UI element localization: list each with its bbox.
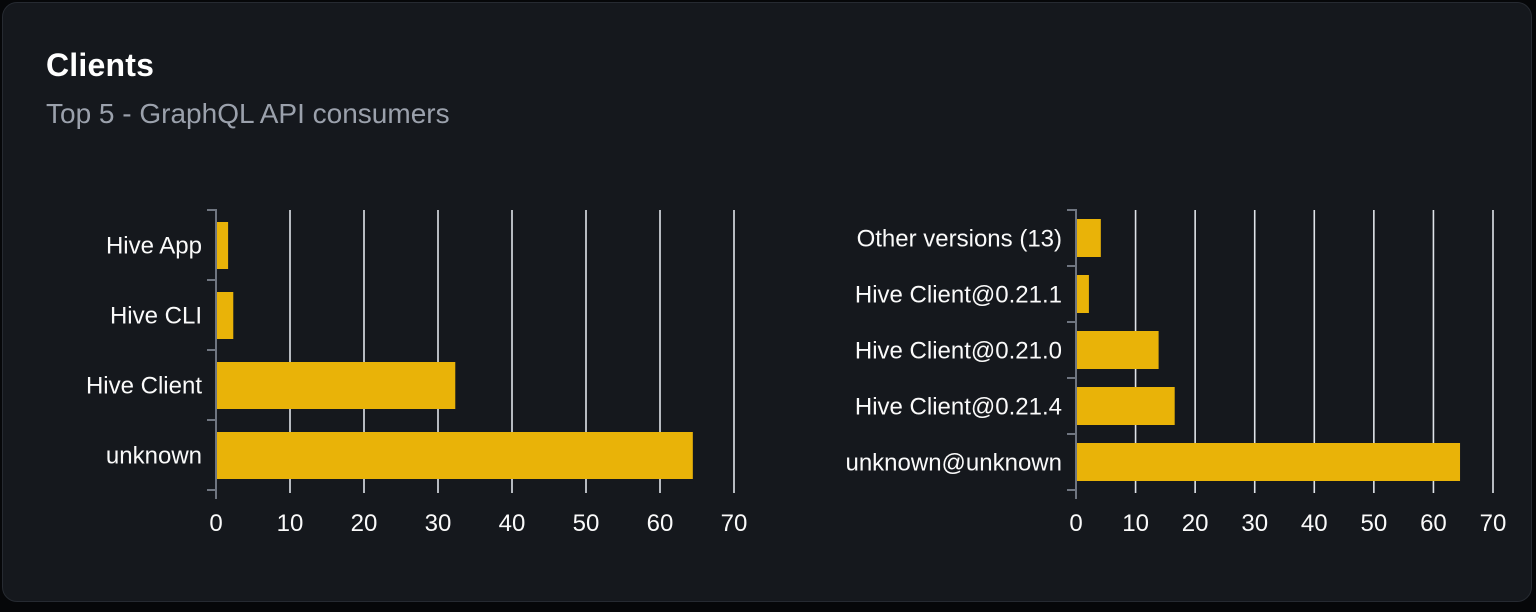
x-tick-label: 0 xyxy=(209,510,222,537)
category-label: Hive CLI xyxy=(110,303,202,330)
x-tick-label: 30 xyxy=(425,510,452,537)
x-tick-label: 50 xyxy=(1361,510,1388,537)
x-tick-label: 60 xyxy=(647,510,674,537)
bar-unknown-unknown xyxy=(1077,443,1461,481)
clients-bar-chart: Hive App Hive CLI Hive Client unknown 0 10 20 3… xyxy=(86,209,748,537)
category-label: unknown@unknown xyxy=(845,450,1062,477)
bar-hive-client-0-21-4 xyxy=(1077,387,1175,425)
x-tick-label: 20 xyxy=(1182,510,1209,537)
panel-subtitle: Top 5 - GraphQL API consumers xyxy=(46,98,450,129)
category-label: Hive Client@0.21.0 xyxy=(855,338,1062,365)
bar-hive-client xyxy=(217,362,456,409)
bar-unknown xyxy=(217,432,693,479)
bar-hive-client-0-21-0 xyxy=(1077,331,1159,369)
client-versions-bar-chart: Other versions (13) Hive Client@0.21.1 Hiv… xyxy=(845,209,1507,537)
x-tick-label: 40 xyxy=(1301,510,1328,537)
category-label: Hive Client@0.21.1 xyxy=(855,282,1062,309)
category-label: unknown xyxy=(106,443,202,470)
x-tick-label: 60 xyxy=(1420,510,1447,537)
panel-title: Clients xyxy=(46,47,155,83)
x-tick-label: 70 xyxy=(1480,510,1507,537)
x-tick-label: 40 xyxy=(499,510,526,537)
x-tick-label: 70 xyxy=(721,510,748,537)
category-label: Hive Client@0.21.4 xyxy=(855,394,1062,421)
clients-panel: Clients Top 5 - GraphQL API consumers Hi… xyxy=(2,2,1532,602)
x-tick-label: 10 xyxy=(277,510,304,537)
x-tick-label: 50 xyxy=(573,510,600,537)
x-tick-label: 10 xyxy=(1122,510,1149,537)
bar-other-versions-13- xyxy=(1077,219,1101,257)
x-tick-label: 0 xyxy=(1069,510,1082,537)
category-label: Hive App xyxy=(106,233,202,260)
x-tick-label: 20 xyxy=(351,510,378,537)
bar-hive-client-0-21-1 xyxy=(1077,275,1089,313)
x-tick-label: 30 xyxy=(1241,510,1268,537)
category-label: Hive Client xyxy=(86,373,202,400)
bar-hive-cli xyxy=(217,292,234,339)
category-label: Other versions (13) xyxy=(857,226,1062,253)
bar-hive-app xyxy=(217,222,229,269)
